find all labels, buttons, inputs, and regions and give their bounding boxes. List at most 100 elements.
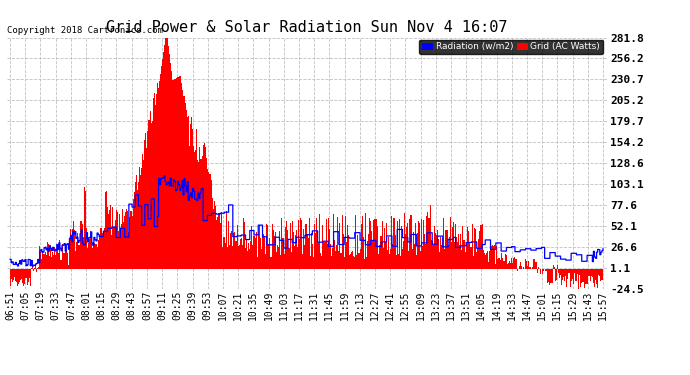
- Bar: [385, 242, 386, 268]
- Bar: [53, 255, 54, 268]
- Bar: [470, 248, 471, 268]
- Bar: [128, 232, 130, 268]
- Bar: [537, 268, 538, 273]
- Bar: [409, 219, 411, 268]
- Bar: [589, 268, 590, 276]
- Bar: [521, 266, 522, 268]
- Bar: [282, 238, 283, 268]
- Bar: [72, 230, 73, 268]
- Bar: [170, 72, 172, 268]
- Bar: [208, 172, 209, 268]
- Bar: [598, 268, 599, 276]
- Bar: [476, 252, 477, 268]
- Bar: [197, 160, 198, 268]
- Bar: [284, 254, 285, 268]
- Bar: [274, 236, 275, 268]
- Bar: [496, 246, 497, 268]
- Bar: [488, 262, 489, 268]
- Bar: [157, 83, 158, 268]
- Bar: [492, 245, 493, 268]
- Bar: [451, 242, 452, 268]
- Bar: [12, 268, 14, 280]
- Bar: [357, 236, 359, 268]
- Bar: [348, 235, 349, 268]
- Bar: [188, 116, 189, 268]
- Bar: [375, 219, 377, 268]
- Bar: [281, 217, 282, 268]
- Bar: [466, 227, 468, 268]
- Bar: [195, 150, 196, 268]
- Bar: [381, 236, 382, 268]
- Bar: [337, 217, 338, 268]
- Bar: [122, 209, 123, 268]
- Bar: [504, 261, 505, 268]
- Bar: [356, 255, 357, 268]
- Bar: [520, 262, 521, 268]
- Bar: [450, 217, 451, 268]
- Bar: [235, 240, 237, 268]
- Bar: [50, 249, 51, 268]
- Bar: [29, 268, 30, 278]
- Bar: [577, 268, 578, 274]
- Bar: [134, 192, 135, 268]
- Bar: [108, 214, 109, 268]
- Bar: [515, 259, 517, 268]
- Bar: [312, 244, 313, 268]
- Bar: [347, 225, 348, 268]
- Bar: [501, 253, 502, 268]
- Bar: [545, 268, 546, 271]
- Bar: [578, 268, 579, 289]
- Bar: [259, 225, 260, 268]
- Bar: [349, 255, 350, 268]
- Bar: [383, 248, 384, 268]
- Bar: [244, 222, 245, 268]
- Bar: [457, 242, 458, 268]
- Bar: [24, 268, 26, 284]
- Bar: [326, 244, 328, 268]
- Bar: [246, 238, 247, 268]
- Bar: [109, 210, 110, 268]
- Bar: [90, 231, 91, 268]
- Bar: [166, 38, 168, 268]
- Bar: [206, 158, 207, 268]
- Bar: [209, 174, 210, 268]
- Bar: [187, 117, 188, 268]
- Bar: [226, 211, 227, 268]
- Bar: [517, 268, 518, 271]
- Bar: [594, 268, 595, 287]
- Bar: [555, 268, 557, 280]
- Bar: [352, 251, 353, 268]
- Bar: [584, 268, 585, 288]
- Bar: [560, 268, 561, 276]
- Bar: [424, 234, 425, 268]
- Bar: [35, 265, 36, 268]
- Bar: [583, 268, 584, 282]
- Bar: [19, 268, 20, 282]
- Bar: [500, 260, 501, 268]
- Bar: [411, 249, 413, 268]
- Bar: [156, 94, 157, 268]
- Bar: [401, 226, 402, 268]
- Bar: [510, 263, 511, 268]
- Bar: [350, 254, 351, 268]
- Bar: [81, 224, 83, 268]
- Bar: [420, 252, 421, 268]
- Bar: [487, 251, 488, 268]
- Bar: [425, 244, 426, 268]
- Bar: [551, 268, 553, 283]
- Bar: [562, 268, 563, 280]
- Bar: [472, 224, 473, 268]
- Bar: [112, 207, 113, 268]
- Bar: [115, 220, 116, 268]
- Bar: [535, 262, 537, 268]
- Bar: [32, 265, 33, 268]
- Bar: [438, 239, 439, 268]
- Bar: [547, 268, 549, 284]
- Bar: [127, 211, 128, 268]
- Bar: [263, 234, 264, 268]
- Bar: [229, 245, 230, 268]
- Bar: [17, 268, 18, 286]
- Bar: [359, 249, 361, 268]
- Bar: [101, 228, 102, 268]
- Bar: [393, 218, 395, 268]
